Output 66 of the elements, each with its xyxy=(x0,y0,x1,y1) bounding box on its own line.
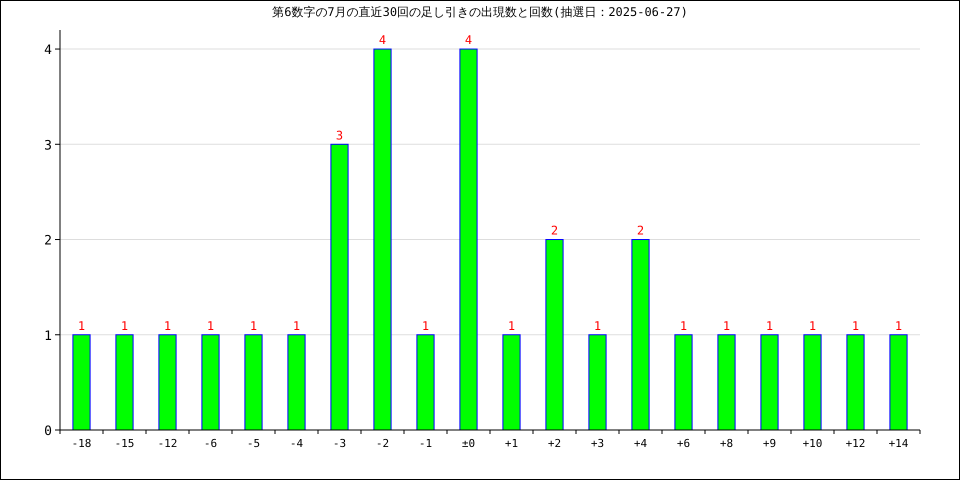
bar xyxy=(846,334,865,430)
data-label: 1 xyxy=(206,318,214,333)
x-tick-label: -3 xyxy=(332,437,346,450)
bar xyxy=(588,334,607,430)
x-tick-label: +14 xyxy=(888,437,909,450)
bar xyxy=(244,334,263,430)
bar xyxy=(760,334,779,430)
bar xyxy=(373,48,392,430)
x-tick-label: +8 xyxy=(720,437,734,450)
data-label: 1 xyxy=(292,318,300,333)
x-tick-label: -2 xyxy=(376,437,390,450)
bar xyxy=(717,334,736,430)
bar xyxy=(674,334,693,430)
data-label: 3 xyxy=(336,128,344,142)
x-tick-label: +9 xyxy=(762,437,776,450)
x-tick-label: +12 xyxy=(846,437,866,450)
data-label: 2 xyxy=(636,224,644,238)
bar xyxy=(502,334,521,430)
bar xyxy=(158,334,177,430)
data-label: 1 xyxy=(422,318,430,333)
bar xyxy=(889,334,908,430)
x-tick-label: -5 xyxy=(246,437,260,450)
data-label: 1 xyxy=(508,318,516,333)
data-label: 1 xyxy=(852,318,860,333)
x-tick-label: +4 xyxy=(634,437,648,450)
data-label: 1 xyxy=(250,318,258,333)
y-tick-label: 4 xyxy=(44,43,52,58)
x-tick-label: +6 xyxy=(676,437,690,450)
data-label: 1 xyxy=(164,318,172,333)
bar xyxy=(803,334,822,430)
bar xyxy=(287,334,306,430)
bar xyxy=(330,144,349,430)
x-tick-label: +3 xyxy=(590,437,604,450)
x-tick-label: -18 xyxy=(72,437,92,450)
data-label: 1 xyxy=(680,318,688,333)
x-tick-label: -6 xyxy=(204,437,218,450)
y-tick-label: 0 xyxy=(44,424,52,439)
data-label: 4 xyxy=(378,33,386,48)
bar xyxy=(459,48,478,430)
y-tick-label: 1 xyxy=(44,328,52,344)
x-tick-label: -4 xyxy=(290,437,304,450)
bar xyxy=(416,334,435,430)
bar xyxy=(631,239,650,430)
x-tick-label: -15 xyxy=(114,437,134,450)
bar xyxy=(115,334,134,430)
data-label: 2 xyxy=(550,224,558,238)
data-label: 4 xyxy=(464,33,472,48)
data-label: 1 xyxy=(78,318,86,333)
bar xyxy=(72,334,91,430)
data-label: 1 xyxy=(120,318,128,333)
bar xyxy=(545,239,564,430)
bar xyxy=(201,334,220,430)
data-label: 1 xyxy=(594,318,602,333)
y-tick-label: 2 xyxy=(44,234,52,249)
data-label: 1 xyxy=(894,318,902,333)
x-tick-label: +1 xyxy=(504,437,518,450)
data-label: 1 xyxy=(808,318,816,333)
x-tick-label: ±0 xyxy=(462,437,476,450)
x-tick-label: -1 xyxy=(418,437,432,450)
x-tick-label: -12 xyxy=(158,437,178,450)
data-label: 1 xyxy=(722,318,730,333)
x-tick-label: +10 xyxy=(802,437,822,450)
data-label: 1 xyxy=(766,318,774,333)
chart-title: 第6数字の7月の直近30回の足し引きの出現数と回数(抽選日：2025-06-27) xyxy=(272,5,688,19)
x-tick-label: +2 xyxy=(548,437,562,450)
y-tick-label: 3 xyxy=(44,138,52,154)
